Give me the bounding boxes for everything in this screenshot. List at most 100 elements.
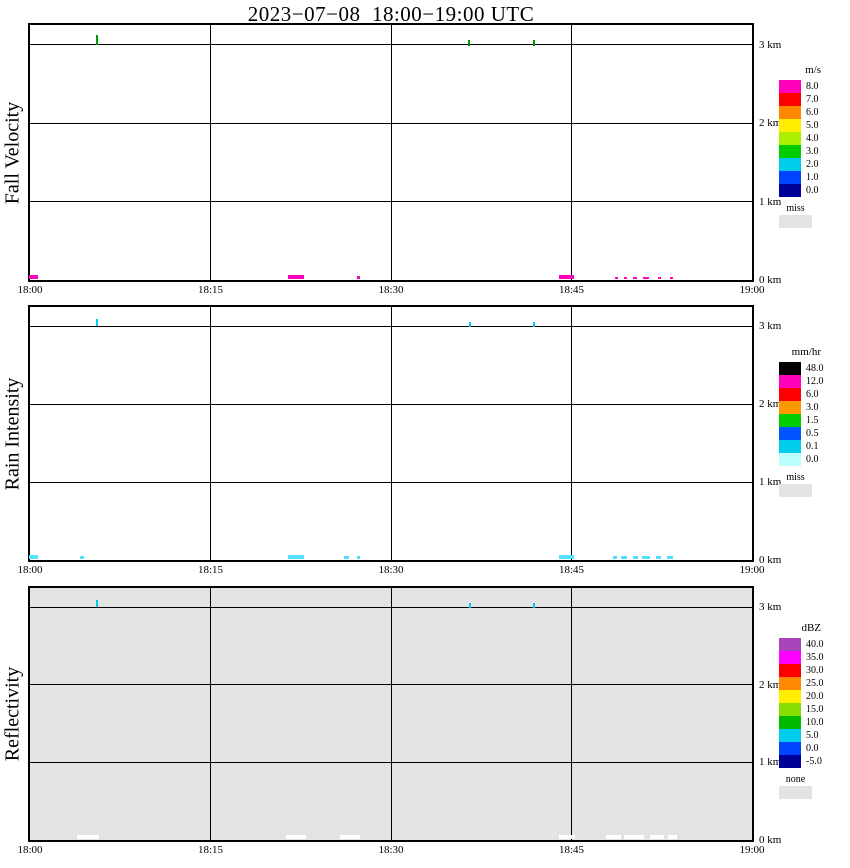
x-tick-label: 18:15 bbox=[197, 844, 224, 856]
colorbar-missing-label: miss bbox=[786, 472, 805, 483]
y-gridline bbox=[30, 481, 752, 483]
x-tick-label: 18:30 bbox=[378, 284, 404, 296]
colorbar-cell bbox=[779, 755, 801, 768]
data-mark bbox=[96, 599, 99, 608]
colorbar-cell bbox=[779, 729, 801, 742]
data-mark bbox=[533, 39, 536, 47]
data-mark bbox=[344, 556, 349, 560]
x-gridline bbox=[210, 307, 211, 560]
x-gridline bbox=[571, 307, 572, 560]
y-gridline bbox=[30, 122, 752, 124]
colorbar-tick-label: 12.0 bbox=[806, 376, 824, 387]
y-gridline bbox=[30, 44, 752, 46]
colorbar-tick-label: 6.0 bbox=[806, 107, 819, 118]
colorbar-tick-label: 0.5 bbox=[806, 428, 819, 439]
plot-area-0 bbox=[28, 23, 754, 282]
data-mark bbox=[533, 321, 536, 328]
colorbar-tick-label: 30.0 bbox=[806, 665, 824, 676]
x-gridline bbox=[571, 588, 572, 840]
colorbar-tick-label: 25.0 bbox=[806, 678, 824, 689]
data-mark bbox=[650, 834, 664, 840]
y-tick-label: 1 km bbox=[759, 476, 782, 489]
colorbar-cell bbox=[779, 677, 801, 690]
colorbar-cell bbox=[779, 638, 801, 651]
data-mark bbox=[633, 276, 638, 280]
colorbar-cell bbox=[779, 401, 801, 414]
data-mark bbox=[96, 35, 99, 45]
colorbar-tick-label: 1.0 bbox=[806, 172, 819, 183]
colorbar-tick-label: 0.0 bbox=[806, 185, 819, 196]
data-mark bbox=[76, 834, 99, 840]
colorbar-cell bbox=[779, 184, 801, 197]
colorbar-tick-label: 6.0 bbox=[806, 389, 819, 400]
x-tick-label: 18:45 bbox=[558, 284, 585, 296]
x-tick-label: 18:00 bbox=[17, 284, 43, 296]
colorbar-cell bbox=[779, 132, 801, 145]
y-gridline bbox=[30, 684, 752, 686]
y-tick-label: 3 km bbox=[759, 601, 782, 614]
data-mark bbox=[613, 556, 617, 560]
x-tick-label: 18:30 bbox=[378, 844, 404, 856]
y-tick-label: 2 km bbox=[759, 117, 782, 130]
data-mark bbox=[357, 276, 360, 280]
y-gridline bbox=[30, 761, 752, 763]
colorbar-tick-label: 5.0 bbox=[806, 120, 819, 131]
colorbar-tick-label: 1.5 bbox=[806, 415, 819, 426]
colorbar-cell bbox=[779, 440, 801, 453]
x-gridline bbox=[210, 588, 211, 840]
data-mark bbox=[614, 276, 618, 280]
x-tick-label: 18:15 bbox=[197, 284, 224, 296]
colorbar-tick-label: 3.0 bbox=[806, 402, 819, 413]
colorbar-tick-label: 0.0 bbox=[806, 454, 819, 465]
y-axis-title-1: Rain Intensity bbox=[0, 307, 26, 560]
x-gridline bbox=[390, 588, 392, 840]
data-mark bbox=[468, 39, 471, 47]
y-tick-label: 2 km bbox=[759, 678, 782, 691]
colorbar-cell bbox=[779, 414, 801, 427]
data-mark bbox=[287, 555, 305, 560]
x-gridline bbox=[390, 307, 392, 560]
data-mark bbox=[643, 276, 650, 280]
data-mark bbox=[624, 834, 644, 840]
colorbar-missing-swatch bbox=[779, 484, 812, 497]
colorbar-cell bbox=[779, 158, 801, 171]
data-mark bbox=[96, 318, 99, 327]
colorbar-cell bbox=[779, 119, 801, 132]
y-tick-label: 0 km bbox=[759, 834, 782, 846]
data-mark bbox=[667, 556, 674, 560]
x-gridline bbox=[390, 25, 392, 280]
colorbar-cell bbox=[779, 716, 801, 729]
y-axis-title-2: Reflectivity bbox=[0, 588, 26, 840]
data-mark bbox=[559, 555, 574, 560]
colorbar-tick-label: 48.0 bbox=[806, 363, 824, 374]
colorbar-cell bbox=[779, 171, 801, 184]
data-mark bbox=[339, 834, 361, 840]
data-mark bbox=[558, 834, 575, 840]
data-mark bbox=[469, 321, 472, 328]
data-mark bbox=[533, 602, 536, 609]
colorbar-cell bbox=[779, 93, 801, 106]
colorbar-cell bbox=[779, 388, 801, 401]
y-tick-label: 0 km bbox=[759, 274, 782, 286]
data-mark bbox=[356, 556, 361, 560]
colorbar-tick-label: 7.0 bbox=[806, 94, 819, 105]
data-mark bbox=[605, 834, 622, 840]
data-mark bbox=[559, 274, 574, 280]
y-tick-label: 1 km bbox=[759, 195, 782, 208]
x-tick-label: 18:15 bbox=[197, 564, 224, 576]
colorbar-tick-label: 20.0 bbox=[806, 691, 824, 702]
colorbar-tick-label: -5.0 bbox=[806, 756, 822, 767]
data-mark bbox=[655, 556, 661, 560]
colorbar-tick-label: 3.0 bbox=[806, 146, 819, 157]
colorbar-cell bbox=[779, 375, 801, 388]
x-tick-label: 18:30 bbox=[378, 564, 404, 576]
data-mark bbox=[642, 556, 650, 560]
colorbar-tick-label: 5.0 bbox=[806, 730, 819, 741]
y-gridline bbox=[30, 325, 752, 327]
y-axis-title-0: Fall Velocity bbox=[0, 25, 26, 280]
plot-area-1 bbox=[28, 305, 754, 562]
y-tick-label: 0 km bbox=[759, 554, 782, 566]
x-tick-label: 19:00 bbox=[739, 564, 765, 576]
data-mark bbox=[79, 556, 84, 560]
